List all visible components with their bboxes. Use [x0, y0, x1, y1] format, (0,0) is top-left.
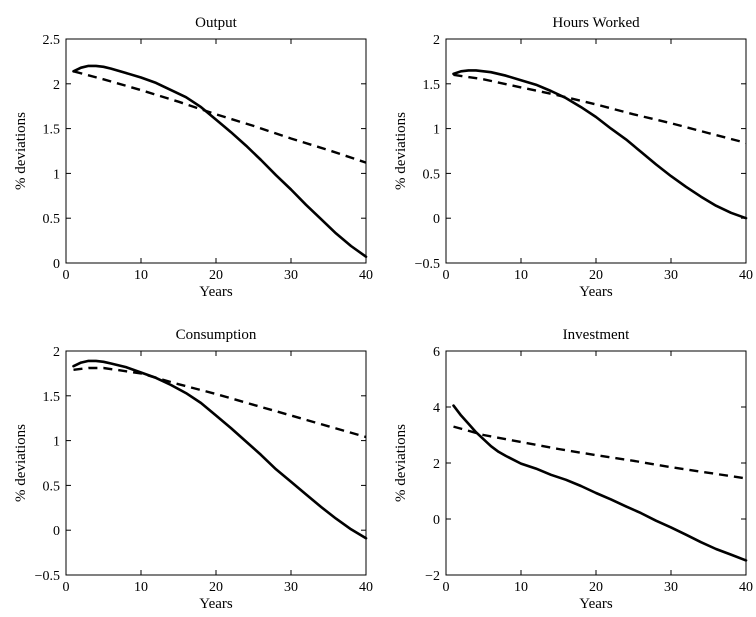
output-y-tick-label: 1.5 [43, 123, 61, 138]
output-y-tick-label: 1 [53, 167, 60, 182]
hours-worked-y-tick-label: 1.5 [423, 78, 441, 93]
output-y-tick-label: 0 [53, 257, 60, 272]
investment-chart-title: Investment [563, 327, 630, 343]
hours-worked-y-tick-label: −0.5 [415, 257, 440, 272]
consumption-series-solid-line [72, 359, 368, 540]
output-x-tick-label: 20 [209, 268, 223, 283]
output-x-tick-label: 30 [284, 268, 298, 283]
consumption-y-tick-label: 1.5 [43, 390, 61, 405]
output-y-tick-label: 2.5 [43, 33, 61, 48]
consumption-x-tick-label: 20 [209, 580, 223, 595]
investment-y-tick-label: 6 [433, 345, 440, 360]
hours-worked-x-tick-label: 10 [514, 268, 528, 283]
hours-worked-x-tick-label: 0 [443, 268, 450, 283]
hours-worked-y-axis-label: % deviations [393, 112, 409, 190]
hours-worked-x-tick-label: 30 [664, 268, 678, 283]
investment-x-tick-label: 10 [514, 580, 528, 595]
hours-worked-chart-title: Hours Worked [552, 15, 640, 31]
output-series-solid-line [72, 64, 368, 258]
consumption-plot-frame [65, 350, 367, 576]
investment-x-tick-label: 0 [443, 580, 450, 595]
hours-worked-x-tick-label: 20 [589, 268, 603, 283]
output-y-tick-label: 0.5 [43, 212, 61, 227]
investment-series-solid-line [452, 404, 748, 562]
output-chart-title: Output [195, 15, 238, 31]
consumption-chart-title: Consumption [176, 327, 257, 343]
output-x-tick-label: 0 [63, 268, 70, 283]
output-plot-frame [65, 38, 367, 264]
consumption-y-tick-label: 0 [53, 524, 60, 539]
investment-y-tick-label: −2 [425, 569, 440, 584]
output-x-tick-label: 40 [359, 268, 373, 283]
hours-worked-y-tick-label: 1 [433, 123, 440, 138]
investment-x-tick-label: 30 [664, 580, 678, 595]
consumption-x-tick-label: 10 [134, 580, 148, 595]
consumption-x-axis-label: Years [199, 596, 233, 612]
investment-y-tick-label: 2 [433, 457, 440, 472]
output-x-tick-label: 10 [134, 268, 148, 283]
output-y-tick-label: 2 [53, 78, 60, 93]
consumption-y-tick-label: −0.5 [35, 569, 60, 584]
consumption-x-tick-label: 0 [63, 580, 70, 595]
hours-worked-y-tick-label: 0.5 [423, 167, 441, 182]
investment-x-tick-label: 20 [589, 580, 603, 595]
consumption-x-tick-label: 40 [359, 580, 373, 595]
consumption-y-tick-label: 0.5 [43, 479, 61, 494]
investment-y-axis-label: % deviations [393, 424, 409, 502]
investment-x-tick-label: 40 [739, 580, 753, 595]
investment-y-tick-label: 0 [433, 513, 440, 528]
output-x-axis-label: Years [199, 284, 233, 300]
consumption-y-tick-label: 1 [53, 435, 60, 450]
hours-worked-x-axis-label: Years [579, 284, 613, 300]
investment-series-dashed-line [453, 425, 747, 480]
hours-worked-y-tick-label: 2 [433, 33, 440, 48]
investment-y-tick-label: 4 [433, 401, 440, 416]
consumption-series-dashed-line [73, 366, 367, 439]
hours-worked-series-dashed-line [453, 73, 747, 145]
hours-worked-y-tick-label: 0 [433, 212, 440, 227]
output-y-axis-label: % deviations [13, 112, 29, 190]
output-series-dashed-line [73, 70, 367, 164]
hours-worked-series-solid-line [452, 69, 748, 220]
investment-x-axis-label: Years [579, 596, 613, 612]
consumption-y-tick-label: 2 [53, 345, 60, 360]
hours-worked-x-tick-label: 40 [739, 268, 753, 283]
consumption-y-axis-label: % deviations [13, 424, 29, 502]
consumption-x-tick-label: 30 [284, 580, 298, 595]
